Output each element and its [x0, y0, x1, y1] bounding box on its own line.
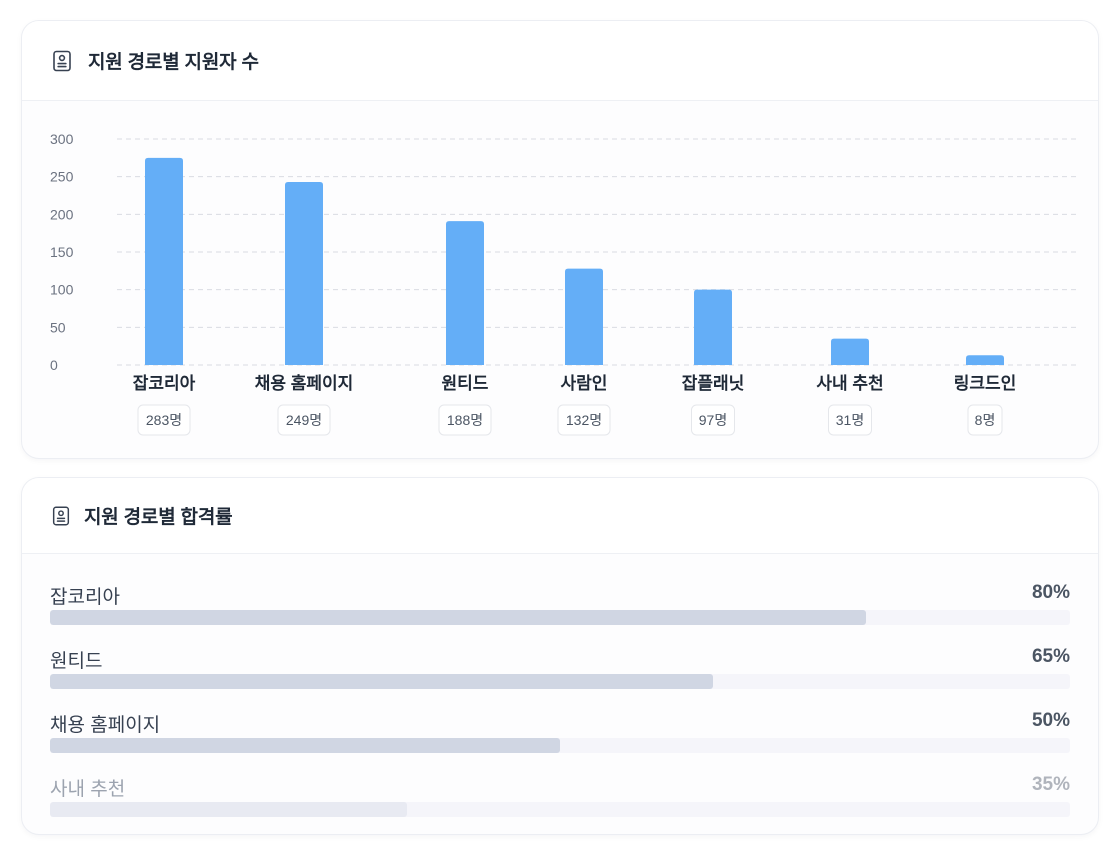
channel-label: 잡코리아	[50, 587, 120, 608]
bar	[565, 268, 603, 365]
progress-fill	[50, 674, 713, 689]
data-label: 283명	[146, 412, 182, 428]
pass-rate-list: 잡코리아 80% 원티드 65% 채용 홈페이지 50% 사내 추천 35%	[50, 578, 1070, 834]
x-tick-label: 원티드	[442, 374, 489, 393]
y-tick-label: 50	[50, 319, 66, 335]
pass-rate-row: 채용 홈페이지 50%	[50, 706, 1070, 770]
pass-rate-value: 65%	[1031, 646, 1070, 667]
x-tick-label: 채용 홈페이지	[255, 373, 354, 393]
channel-label: 원티드	[50, 651, 103, 672]
progress-track	[50, 802, 1070, 817]
x-tick-label: 잡코리아	[133, 374, 196, 393]
progress-fill	[50, 802, 407, 817]
count-badge	[438, 404, 492, 436]
data-label: 249명	[286, 412, 322, 428]
pass-rate-row: 잡코리아 80%	[50, 578, 1070, 642]
bar	[446, 221, 484, 365]
bar	[831, 338, 869, 365]
progress-track	[50, 738, 1070, 753]
data-label: 97명	[699, 412, 727, 428]
y-tick-label: 100	[50, 282, 74, 298]
id-badge-icon	[50, 505, 72, 527]
progress-track	[50, 610, 1070, 625]
progress-fill	[50, 610, 866, 625]
y-tick-label: 200	[50, 206, 74, 222]
bar	[145, 157, 183, 365]
applicant-bar-chart: 0 50 100 150 200 250 300 잡코리아 283명 채용 홈페이지 249명 원티드…	[50, 131, 1080, 436]
card-title: 지원 경로별 지원자 수	[88, 52, 259, 73]
count-badge	[557, 404, 611, 436]
pass-rate-row: 원티드 65%	[50, 642, 1070, 706]
count-badge	[691, 404, 735, 436]
bar	[694, 289, 732, 365]
x-tick-label: 링크드인	[954, 374, 1017, 393]
y-tick-label: 300	[50, 131, 74, 147]
pass-rate-value: 35%	[1031, 774, 1070, 795]
data-label: 31명	[836, 412, 864, 428]
pass-rate-row: 사내 추천 35%	[50, 770, 1070, 834]
bar	[285, 181, 323, 365]
card-title: 지원 경로별 합격률	[84, 507, 233, 528]
id-badge-icon	[50, 49, 74, 73]
bar	[966, 355, 1004, 365]
pass-rate-value: 80%	[1031, 582, 1070, 603]
y-tick-label: 250	[50, 169, 74, 185]
x-tick-label: 잡플래닛	[682, 374, 745, 393]
channel-label: 사내 추천	[50, 779, 126, 800]
pass-rate-card: 지원 경로별 합격률 잡코리아 80% 원티드 65% 채용 홈페이지 50% …	[21, 477, 1099, 835]
count-badge	[137, 404, 191, 436]
x-tick-label: 사람인	[561, 373, 608, 393]
progress-track	[50, 674, 1070, 689]
pass-rate-card-header: 지원 경로별 합격률	[22, 478, 1098, 554]
x-tick-label: 사내 추천	[816, 374, 883, 393]
applicant-count-card-header: 지원 경로별 지원자 수	[22, 21, 1098, 101]
count-badge	[967, 404, 1003, 436]
pass-rate-value: 50%	[1031, 710, 1070, 731]
y-tick-label: 150	[50, 244, 74, 260]
data-label: 132명	[566, 412, 602, 428]
data-label: 188명	[447, 412, 483, 428]
count-badge	[828, 404, 872, 436]
data-label: 8명	[975, 412, 996, 428]
progress-fill	[50, 738, 560, 753]
y-tick-label: 0	[50, 357, 58, 373]
count-badge	[277, 404, 331, 436]
channel-label: 채용 홈페이지	[50, 715, 161, 736]
applicant-count-card: 지원 경로별 지원자 수 0 50 100 150 200 250 300 잡코리아 283명 채…	[21, 20, 1099, 459]
